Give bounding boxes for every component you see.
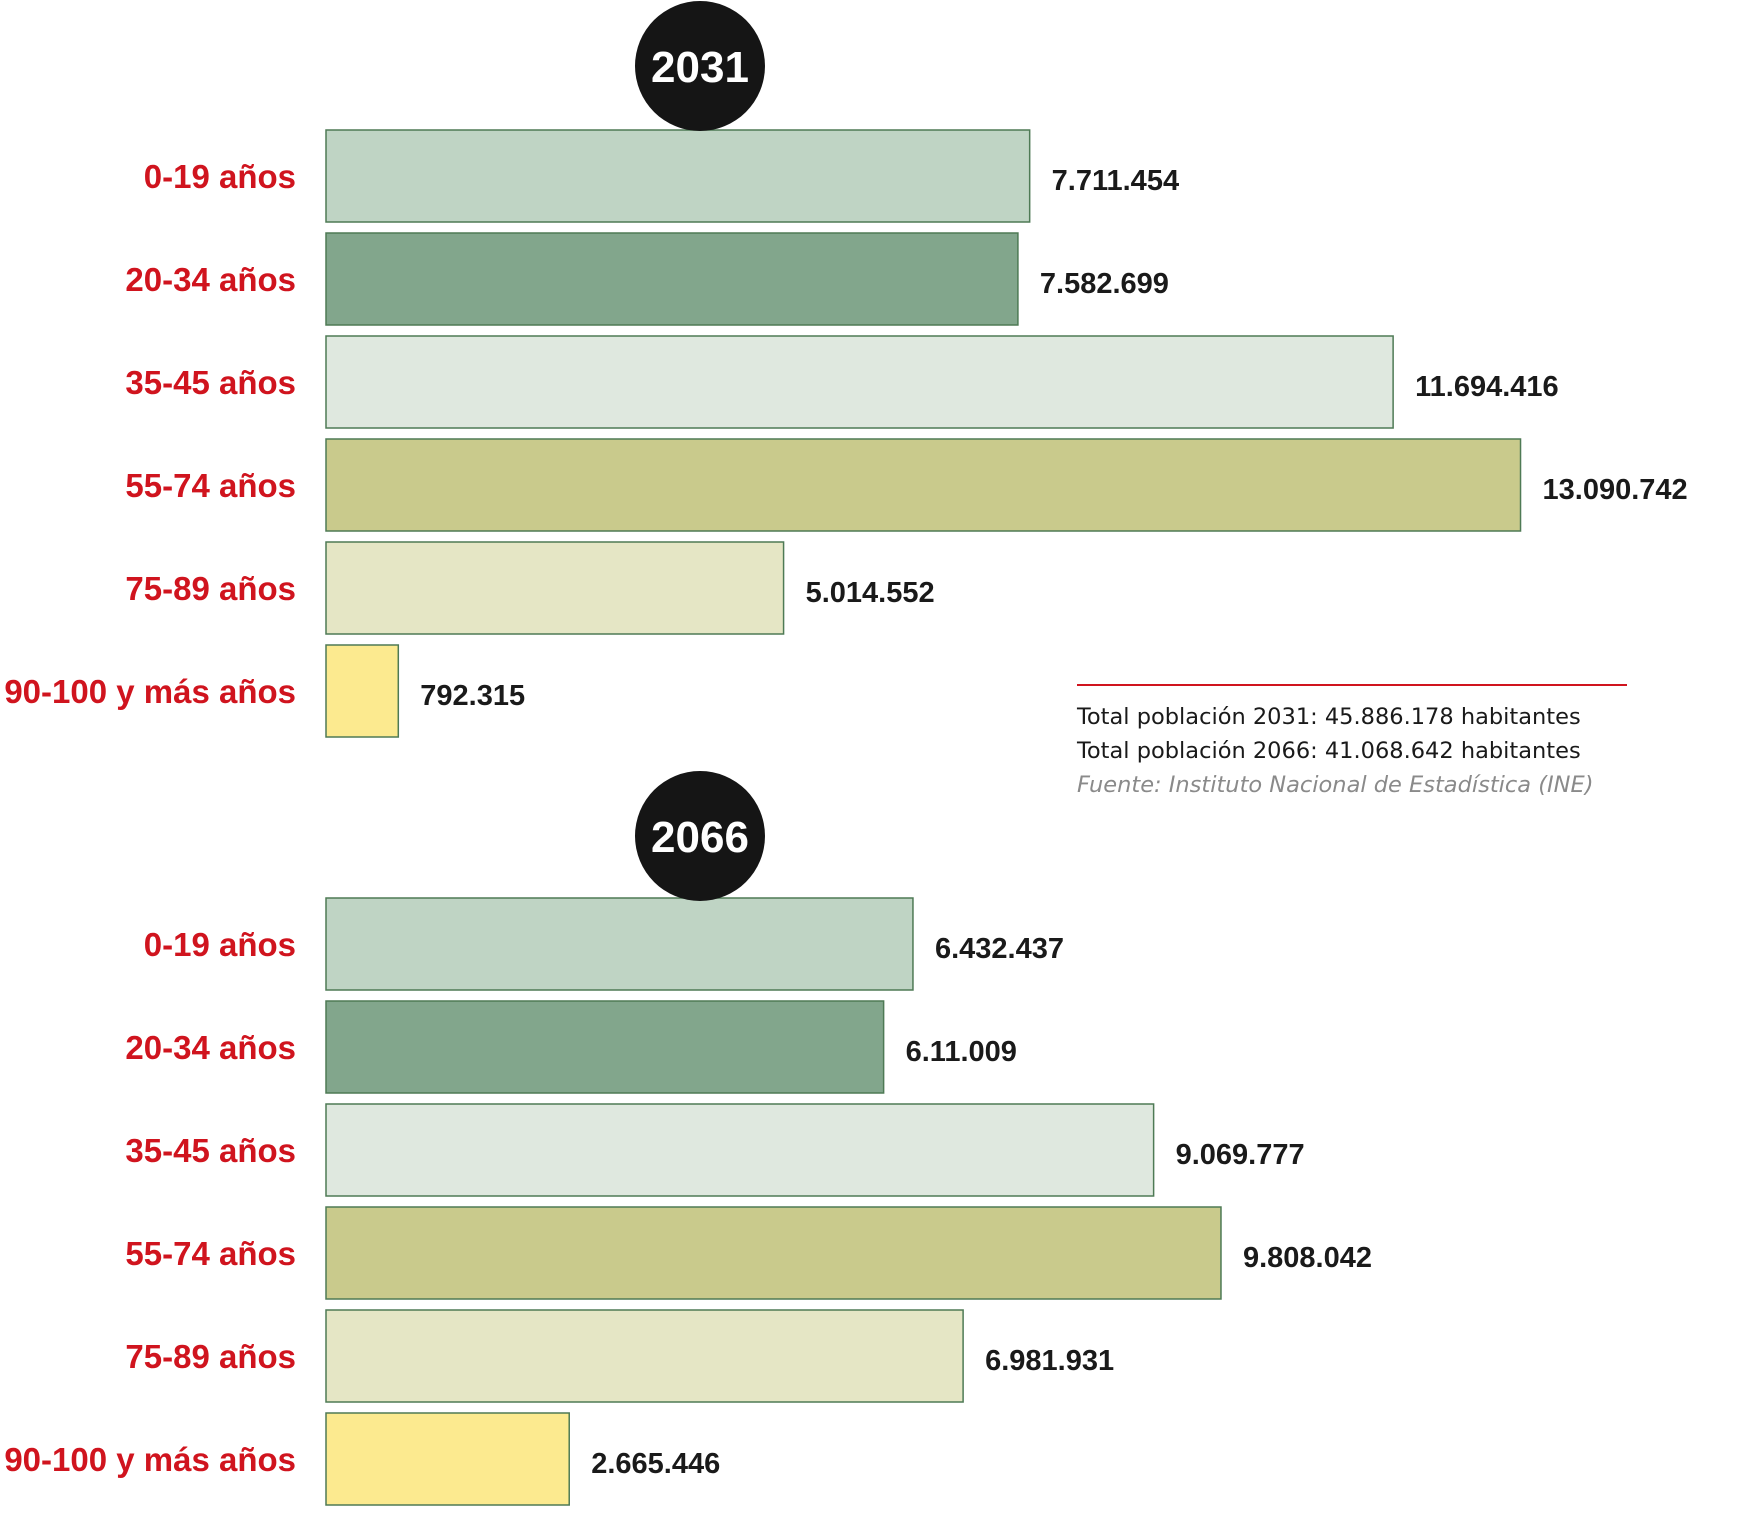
- bar: [325, 1309, 964, 1403]
- bar: [325, 1412, 570, 1506]
- value-label: 792.315: [420, 680, 525, 712]
- value-label: 9.808.042: [1243, 1242, 1372, 1274]
- value-label: 11.694.416: [1415, 371, 1559, 403]
- category-label: 35-45 años: [125, 364, 296, 401]
- category-label: 35-45 años: [125, 1132, 296, 1169]
- category-label: 75-89 años: [125, 1338, 296, 1375]
- category-label: 20-34 años: [125, 1029, 296, 1066]
- bar: [325, 1000, 885, 1094]
- total-2066-text: Total población 2066: 41.068.642 habitan…: [1077, 738, 1581, 764]
- bar: [325, 335, 1394, 429]
- value-label: 6.981.931: [985, 1345, 1114, 1377]
- category-label: 55-74 años: [125, 1235, 296, 1272]
- category-label: 90-100 y más años: [4, 1441, 296, 1478]
- panel-2066: 0-19 años 6.432.437 20-34 años 6.11.009 35-4…: [4, 771, 1372, 1506]
- bar: [325, 438, 1522, 532]
- bar: [325, 541, 785, 635]
- bar: [325, 1103, 1155, 1197]
- year-badge: [635, 1, 765, 131]
- value-label: 2.665.446: [591, 1448, 720, 1480]
- panel-2031: 0-19 años 7.711.454 20-34 años 7.582.699 35-…: [4, 1, 1688, 738]
- bar: [325, 1206, 1222, 1300]
- year-label: 2031: [651, 43, 749, 92]
- total-2031-text: Total población 2031: 45.886.178 habitan…: [1077, 704, 1581, 730]
- category-label: 90-100 y más años: [4, 673, 296, 710]
- value-label: 7.711.454: [1052, 165, 1179, 197]
- notes-divider: [1077, 684, 1627, 686]
- bar: [325, 897, 914, 991]
- value-label: 13.090.742: [1543, 474, 1688, 506]
- year-label: 2066: [651, 813, 749, 862]
- category-label: 0-19 años: [144, 158, 296, 195]
- value-label: 6.432.437: [935, 933, 1064, 965]
- category-label: 75-89 años: [125, 570, 296, 607]
- source-text: Fuente: Instituto Nacional de Estadístic…: [1077, 772, 1594, 798]
- value-label: 9.069.777: [1176, 1139, 1305, 1171]
- value-label: 5.014.552: [806, 577, 935, 609]
- category-label: 0-19 años: [144, 926, 296, 963]
- year-badge: [635, 771, 765, 901]
- bar: [325, 129, 1031, 223]
- value-label: 7.582.699: [1040, 268, 1169, 300]
- value-label: 6.11.009: [906, 1036, 1017, 1068]
- notes-block: Total población 2031: 45.886.178 habitan…: [1077, 684, 1627, 802]
- category-label: 55-74 años: [125, 467, 296, 504]
- bar: [325, 644, 400, 738]
- bar: [325, 232, 1019, 326]
- category-label: 20-34 años: [125, 261, 296, 298]
